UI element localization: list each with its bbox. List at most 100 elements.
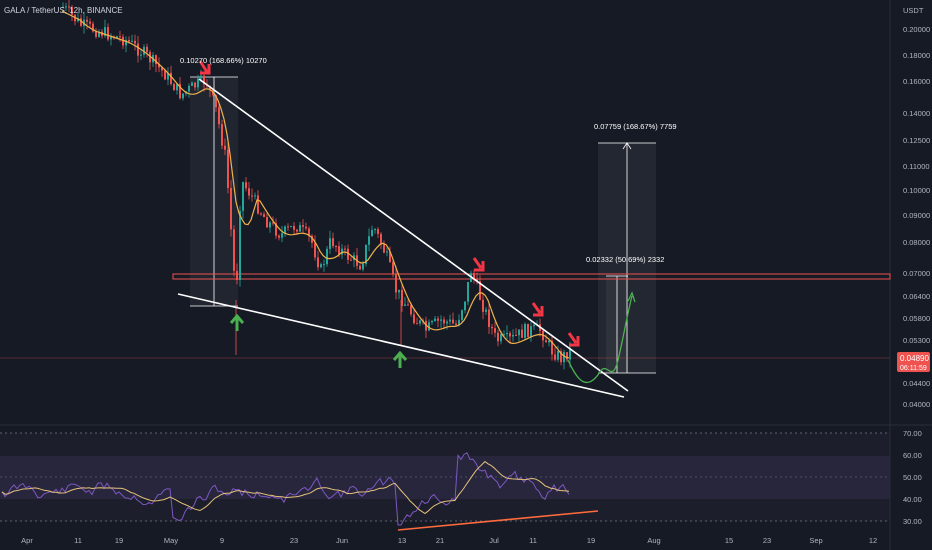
time-tick: 11: [529, 536, 537, 545]
candle-body: [107, 27, 109, 40]
candle-body: [359, 265, 361, 270]
candle-body: [254, 195, 256, 197]
candle-body: [248, 188, 250, 196]
last-price-badge: 0.04890 06:11:59: [897, 352, 930, 372]
candle-body: [287, 226, 289, 228]
target-arrowhead-big: [622, 142, 632, 150]
candle-body: [161, 67, 163, 71]
candle-body: [110, 36, 112, 40]
candle-body: [461, 310, 463, 320]
rsi-tick: 40.00: [903, 495, 922, 504]
candle-body: [224, 145, 226, 150]
candle-body: [503, 334, 505, 336]
candle-body: [143, 46, 145, 55]
price-tick: 0.05300: [903, 336, 930, 345]
candle-body: [482, 299, 484, 312]
candle-body: [320, 264, 322, 268]
candle-body: [371, 229, 373, 237]
candle-body: [464, 301, 466, 311]
candle-body: [455, 323, 457, 325]
candle-body: [209, 86, 211, 91]
time-axis[interactable]: Apr 11 19 May 9 23 Jun 13 21 Jul 11 19 Aug 15 23 Sep 12: [21, 536, 877, 545]
price-axis[interactable]: 0.20000 0.18000 0.16000 0.14000 0.12500 0.110…: [903, 25, 930, 409]
candle-body: [521, 329, 523, 338]
candle-body: [395, 273, 397, 293]
arrow-down-3: [531, 302, 544, 317]
candle-body: [491, 327, 493, 329]
price-tick: 0.04400: [903, 379, 930, 388]
candle-body: [365, 244, 367, 264]
candle-body: [560, 351, 562, 363]
candle-body: [221, 124, 223, 146]
candle-body: [71, 7, 73, 15]
time-tick: 21: [436, 536, 444, 545]
price-tick: 0.18000: [903, 51, 930, 60]
target-big-label: 0.07759 (168.67%) 7759: [594, 122, 677, 131]
rsi-axis: 70.00 60.00 50.00 40.00 30.00: [903, 429, 922, 526]
candle-body: [374, 229, 376, 231]
time-tick: 15: [725, 536, 733, 545]
time-tick: May: [164, 536, 178, 545]
candle-body: [551, 340, 553, 355]
candle-body: [401, 289, 403, 306]
candle-body: [485, 309, 487, 312]
candle-body: [449, 319, 451, 322]
candle-body: [368, 236, 370, 245]
arrow-up-1: [229, 313, 245, 331]
candle-body: [263, 214, 265, 218]
rsi-tick: 30.00: [903, 517, 922, 526]
candle-body: [233, 229, 235, 271]
target-small-label: 0.02332 (50.69%) 2332: [586, 255, 664, 264]
candle-body: [350, 259, 352, 261]
projection-arrowhead: [627, 291, 636, 303]
rsi-ma-line: [1, 460, 570, 515]
wedge-upper-line: [198, 78, 629, 392]
rsi-divergence-line: [397, 510, 599, 531]
candle-body: [566, 352, 568, 360]
candle-body: [104, 27, 106, 36]
candle-body: [530, 326, 532, 337]
time-tick: Apr: [21, 536, 33, 545]
candle-body: [200, 75, 202, 79]
candle-body: [194, 82, 196, 88]
candle-body: [302, 225, 304, 227]
candle-body: [362, 263, 364, 270]
candle-body: [203, 75, 205, 85]
candle-body: [296, 229, 298, 232]
candle-body: [410, 305, 412, 315]
candle-body: [68, 6, 70, 8]
time-tick: Jul: [489, 536, 499, 545]
projection-path: [567, 295, 633, 384]
candle-body: [86, 19, 88, 22]
candle-body: [326, 248, 328, 265]
candle-body: [518, 329, 520, 336]
candle-body: [473, 273, 475, 279]
time-tick: 23: [290, 536, 298, 545]
candle-body: [341, 248, 343, 255]
candle-body: [89, 21, 91, 24]
candle-body: [383, 244, 385, 253]
last-price-value: 0.04890: [900, 354, 929, 363]
candle-body: [98, 31, 100, 37]
ma-line: [61, 10, 570, 359]
candle-body: [197, 78, 199, 88]
candle-body: [512, 335, 514, 337]
candle-body: [92, 23, 94, 32]
time-tick: 9: [220, 536, 224, 545]
candle-body: [431, 321, 433, 323]
wedge-lower-line: [177, 293, 625, 398]
candle-body: [269, 222, 271, 228]
candle-body: [158, 64, 160, 68]
arrow-down-1: [198, 60, 211, 75]
symbol-header[interactable]: GALA / TetherUS, 12h, BINANCE: [4, 6, 123, 15]
candle-body: [128, 39, 130, 42]
rsi-tick: 50.00: [903, 473, 922, 482]
candle-body: [284, 226, 286, 234]
candle-body: [335, 246, 337, 248]
candle-body: [557, 351, 559, 360]
candle-body: [386, 251, 388, 253]
candle-body: [218, 107, 220, 125]
candle-body: [119, 36, 121, 38]
